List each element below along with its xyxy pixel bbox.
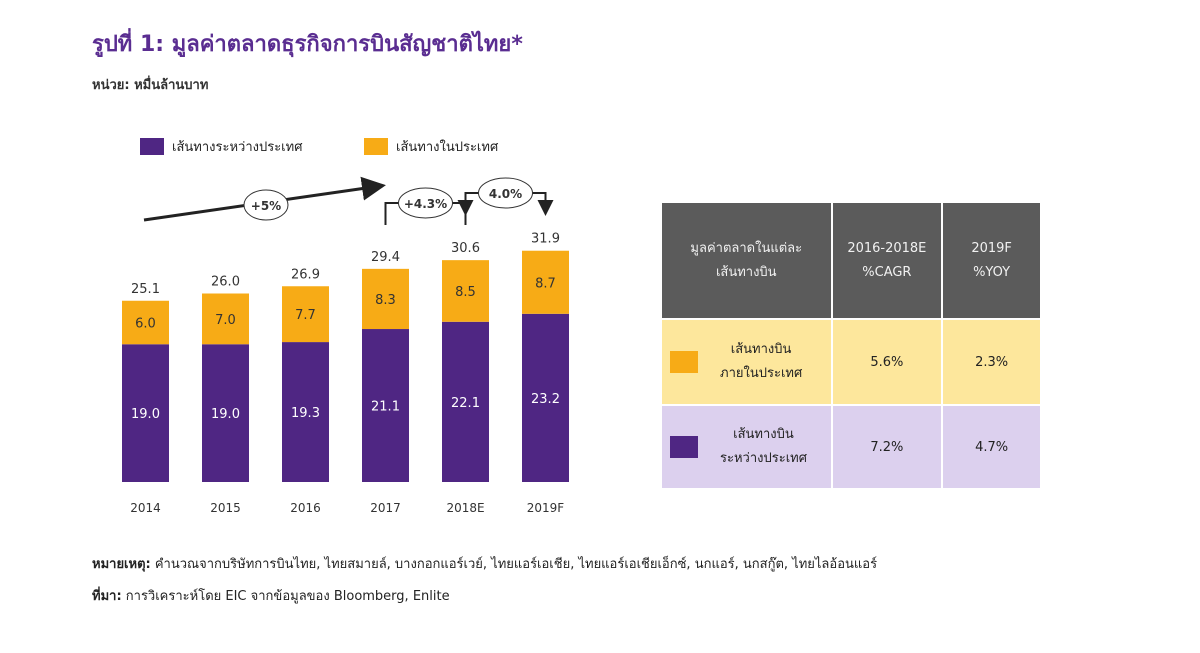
annotation-label: +5% (251, 199, 281, 213)
annotation-bubble (243, 189, 289, 221)
data-label-total: 25.1 (131, 282, 160, 297)
footnote-text: คำนวณจากบริษัทการบินไทย, ไทยสมายล์, บางก… (154, 557, 878, 572)
legend-label-international: เส้นทางระหว่างประเทศ (172, 140, 303, 155)
data-label-total: 31.9 (531, 232, 560, 247)
growth-table: มูลค่าตลาดในแต่ละ เส้นทางบิน 2016-2018E %C… (662, 203, 1040, 488)
annotation-bubble (478, 177, 533, 209)
stacked-bar-chart: 19.0 6.0 25.1 2014 19.0 7.0 26.0 2015 19.3 7.7 26.… (122, 176, 569, 515)
table-header-segment: มูลค่าตลาดในแต่ละ เส้นทางบิน (662, 203, 833, 319)
bar-international (362, 329, 409, 482)
x-tick-label: 2014 (130, 501, 161, 515)
table-row-label: เส้นทางบิน ภายในประเทศ (720, 342, 803, 381)
bar-domestic (362, 268, 409, 330)
source-note: ที่มา: การวิเคราะห์โดย EIC จากข้อมูลของ … (92, 585, 450, 606)
table-swatch-international (670, 436, 698, 458)
bar-international (442, 321, 489, 482)
table-swatch-domestic (670, 351, 698, 373)
data-label-total: 26.9 (291, 267, 320, 282)
bar-domestic (522, 250, 569, 314)
data-label-international: 19.0 (131, 407, 160, 422)
legend-item-international: เส้นทางระหว่างประเทศ (140, 136, 302, 157)
data-label-total: 26.0 (211, 275, 240, 290)
legend-item-domestic: เส้นทางในประเทศ (364, 136, 498, 157)
table-row-international: เส้นทางบิน ระหว่างประเทศ 7.2% 4.7% (662, 404, 1040, 488)
data-label-international: 19.0 (211, 407, 240, 422)
data-label-international: 21.1 (371, 400, 400, 415)
annotation-label: +4.3% (404, 197, 447, 211)
x-tick-label: 2017 (370, 501, 401, 515)
x-tick-label: 2016 (290, 501, 321, 515)
data-label-domestic: 8.5 (455, 285, 476, 300)
unit-label: หน่วย: หมื่นล้านบาท (92, 78, 209, 93)
bar-domestic (122, 300, 169, 345)
bar-domestic (202, 293, 249, 345)
data-label-international: 22.1 (451, 396, 480, 411)
table-cell-international-label: เส้นทางบิน ระหว่างประเทศ (662, 404, 833, 488)
bar-international (282, 342, 329, 482)
table-cell-domestic-label: เส้นทางบิน ภายในประเทศ (662, 318, 833, 405)
table-cell-domestic-cagr: 5.6% (831, 318, 944, 405)
x-tick-label: 2015 (210, 501, 241, 515)
bar-international (202, 344, 249, 482)
annotation-bubble (398, 187, 453, 219)
table-row-domestic: เส้นทางบิน ภายในประเทศ 5.6% 2.3% (662, 318, 1040, 405)
data-label-domestic: 7.7 (295, 308, 316, 323)
data-label-total: 29.4 (371, 250, 400, 265)
table-cell-domestic-yoy: 2.3% (942, 318, 1040, 405)
x-tick-label: 2018E (446, 501, 484, 515)
x-tick-label: 2019F (527, 501, 565, 515)
legend-swatch-domestic (364, 138, 388, 155)
table-cell-international-cagr: 7.2% (831, 404, 944, 488)
table-header-cagr: 2016-2018E %CAGR (831, 203, 944, 319)
data-label-domestic: 8.3 (375, 293, 396, 308)
footnote-label: หมายเหตุ: (92, 557, 151, 572)
bar-international (122, 344, 169, 482)
legend-swatch-international (140, 138, 164, 155)
footnote: หมายเหตุ: คำนวณจากบริษัทการบินไทย, ไทยสม… (92, 553, 877, 574)
data-label-domestic: 8.7 (535, 276, 556, 291)
table-row-label: เส้นทางบิน ระหว่างประเทศ (720, 427, 807, 466)
source-label: ที่มา: (92, 589, 122, 604)
annotation-label: 4.0% (489, 187, 522, 201)
legend-label-domestic: เส้นทางในประเทศ (396, 140, 499, 155)
data-label-international: 19.3 (291, 406, 320, 421)
table-header-yoy: 2019F %YOY (942, 203, 1040, 319)
data-label-domestic: 7.0 (215, 313, 236, 328)
bar-domestic (442, 260, 489, 322)
table-header-row: มูลค่าตลาดในแต่ละ เส้นทางบิน 2016-2018E %C… (662, 203, 1040, 319)
data-label-domestic: 6.0 (135, 317, 156, 332)
source-text: การวิเคราะห์โดย EIC จากข้อมูลของ Bloombe… (125, 589, 450, 604)
table-cell-international-yoy: 4.7% (942, 404, 1040, 488)
bar-domestic (282, 286, 329, 343)
data-label-international: 23.2 (531, 392, 560, 407)
bar-international (522, 313, 569, 482)
data-label-total: 30.6 (451, 241, 480, 256)
page-title: รูปที่ 1: มูลค่าตลาดธุรกิจการบินสัญชาติไ… (92, 32, 523, 57)
